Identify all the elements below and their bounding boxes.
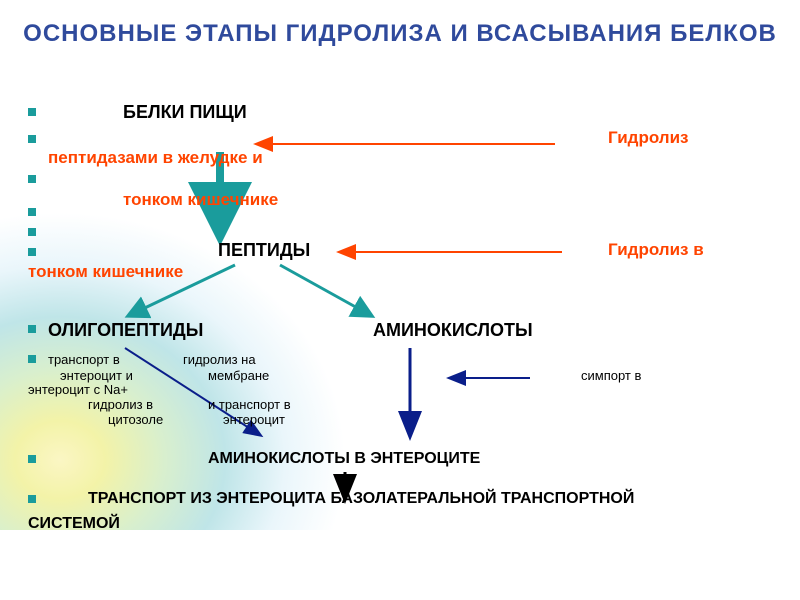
- bullet-icon: [28, 325, 36, 333]
- label-enterocit: энтероцит: [223, 412, 285, 427]
- label-tonkom-1: тонком кишечнике: [123, 190, 278, 210]
- label-gidroliz: Гидролиз: [608, 128, 689, 148]
- label-gidroliz-v2: гидролиз в: [88, 397, 153, 412]
- label-gidroliz-na: гидролиз на: [183, 352, 256, 367]
- label-amino-enterocit: АМИНОКИСЛОТЫ В ЭНТЕРОЦИТЕ: [208, 450, 480, 468]
- label-peptidazami: пептидазами в желудке и: [48, 148, 263, 168]
- label-membrane: мембране: [208, 368, 269, 383]
- label-simport: симпорт в: [581, 368, 641, 383]
- label-belki: БЕЛКИ ПИЩИ: [123, 102, 247, 123]
- label-citozole: цитозоле: [108, 412, 163, 427]
- label-amino: АМИНОКИСЛОТЫ: [373, 320, 533, 341]
- bullet-icon: [28, 175, 36, 183]
- label-transport-v: транспорт в: [48, 352, 120, 367]
- bullet-icon: [28, 108, 36, 116]
- label-transport-iz: ТРАНСПОРТ ИЗ ЭНТЕРОЦИТА БАЗОЛАТЕРАЛЬНОЙ …: [88, 490, 634, 508]
- label-tonkom-2: тонком кишечнике: [28, 262, 183, 282]
- label-enterocit-na: энтероцит с Na+: [28, 382, 128, 397]
- bullet-icon: [28, 135, 36, 143]
- bullet-icon: [28, 248, 36, 256]
- bullet-icon: [28, 208, 36, 216]
- label-peptidy: ПЕПТИДЫ: [218, 240, 310, 261]
- label-oligo: ОЛИГОПЕПТИДЫ: [48, 320, 203, 341]
- content-area: БЕЛКИ ПИЩИ Гидролиз пептидазами в желудк…: [28, 100, 780, 590]
- label-enterocit-i: энтероцит и: [60, 368, 133, 383]
- canvas: ОСНОВНЫЕ ЭТАПЫ ГИДРОЛИЗА И ВСАСЫВАНИЯ БЕ…: [0, 0, 800, 600]
- label-gidroliz-v: Гидролиз в: [608, 240, 704, 260]
- page-title: ОСНОВНЫЕ ЭТАПЫ ГИДРОЛИЗА И ВСАСЫВАНИЯ БЕ…: [0, 20, 800, 48]
- bullet-icon: [28, 228, 36, 236]
- label-sistemoy: СИСТЕМОЙ: [28, 515, 120, 533]
- bullet-icon: [28, 495, 36, 503]
- bullet-icon: [28, 455, 36, 463]
- bullet-icon: [28, 355, 36, 363]
- label-i-transport: и транспорт в: [208, 397, 291, 412]
